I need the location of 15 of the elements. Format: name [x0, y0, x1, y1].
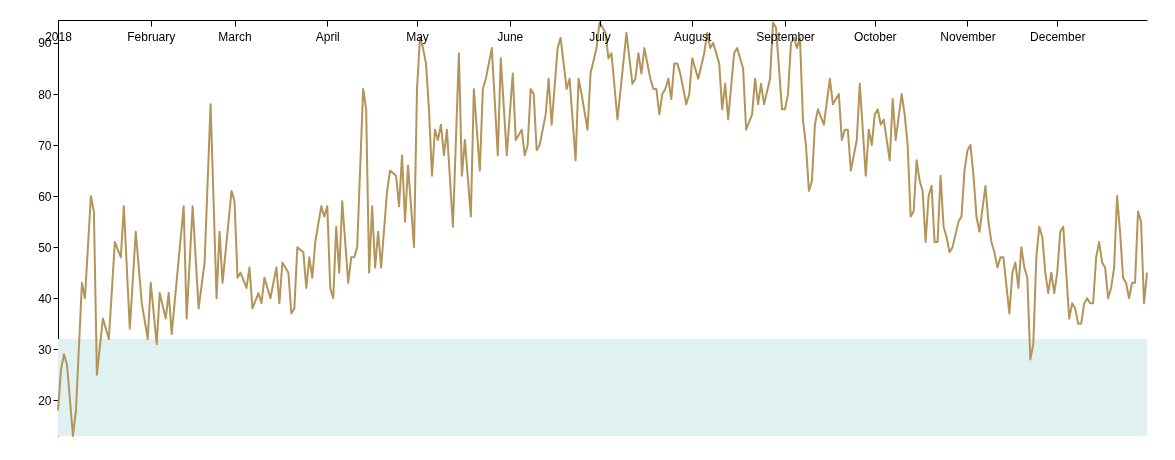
- y-tick-label: 40: [38, 291, 52, 306]
- x-tick-label: November: [940, 29, 996, 44]
- y-tick-label: 50: [38, 240, 52, 255]
- x-tick-label: March: [218, 29, 252, 44]
- x-tick-label: February: [127, 29, 176, 44]
- x-tick-label: May: [406, 29, 429, 44]
- y-tick-label: 30: [38, 342, 52, 357]
- x-tick-label: October: [853, 29, 897, 44]
- y-tick-label: 60: [38, 189, 52, 204]
- y-tick-label: 20: [38, 393, 52, 408]
- x-tick-label: April: [315, 29, 340, 44]
- x-tick-label: December: [1030, 29, 1086, 44]
- x-tick-label: June: [497, 29, 524, 44]
- y-tick-label: 80: [38, 87, 52, 102]
- y-tick-label: 70: [38, 138, 52, 153]
